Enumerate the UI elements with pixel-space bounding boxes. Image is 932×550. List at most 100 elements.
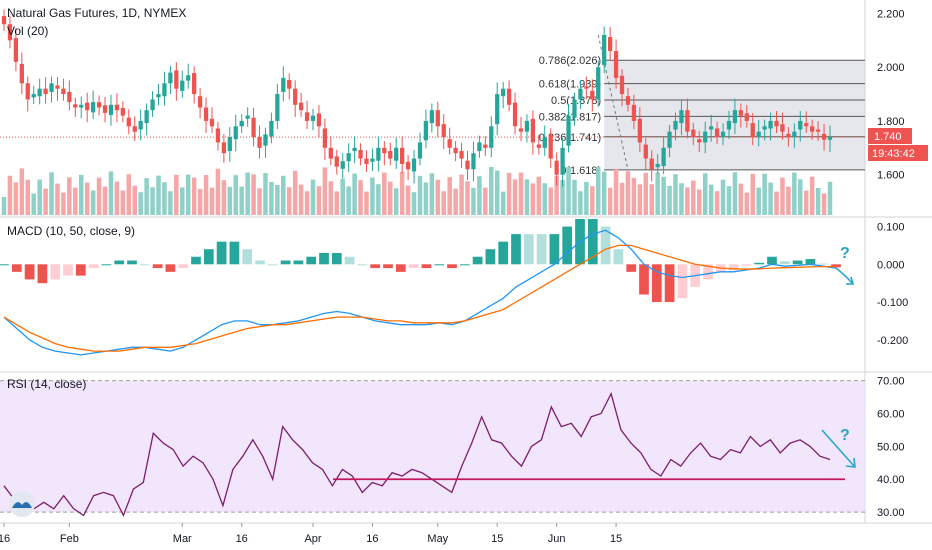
volume-bar — [601, 171, 607, 215]
volume-bar — [185, 174, 191, 215]
macd-histogram-bar — [75, 264, 86, 276]
candle-body — [703, 131, 708, 143]
candle-body — [316, 113, 322, 127]
candle-body — [596, 67, 601, 100]
volume-bar — [750, 173, 756, 215]
candle-body — [619, 75, 625, 95]
candle-body — [804, 123, 809, 127]
rsi-tick-label: 30.00 — [877, 507, 905, 519]
macd-histogram-bar — [370, 264, 381, 269]
candle-body — [197, 96, 203, 108]
macd-histogram-bar — [395, 264, 406, 272]
macd-histogram-bar — [319, 252, 329, 265]
volume-bar — [346, 186, 351, 215]
candle-body — [506, 88, 512, 105]
time-tick-label: Feb — [60, 533, 79, 545]
candle-body — [685, 110, 690, 132]
macd-histogram-bar — [472, 256, 483, 265]
candle-body — [750, 123, 755, 138]
volume-bar — [245, 172, 250, 215]
volume-bar — [84, 182, 90, 215]
macd-histogram-bar — [459, 264, 470, 266]
rsi-tick-label: 50.00 — [877, 441, 905, 453]
candle-body — [132, 126, 137, 132]
volume-bar — [685, 187, 690, 215]
time-axis[interactable]: 16 Feb Mar 16 Apr 16 May 15 Jun 15 — [0, 523, 622, 545]
candle-body — [762, 126, 767, 130]
macd-histogram-bar — [549, 234, 560, 265]
macd-histogram-bar — [50, 264, 61, 280]
candle-body — [590, 90, 595, 100]
candle-body — [203, 107, 209, 121]
candle-body — [637, 118, 642, 143]
candle-body — [572, 99, 577, 118]
volume-bar — [281, 175, 286, 215]
rsi-axis[interactable]: 70.00 60.00 50.00 40.00 30.00 — [877, 376, 905, 520]
volume-bar — [96, 177, 102, 215]
macd-histogram-bar — [255, 260, 265, 265]
candle-body — [37, 88, 42, 97]
volume-bar — [566, 167, 571, 215]
candle-body — [554, 160, 559, 175]
volume-bar — [215, 168, 221, 215]
candle-body — [821, 133, 827, 140]
volume-bar — [364, 191, 369, 215]
macd-histogram-bar — [280, 260, 291, 265]
candle-body — [55, 85, 60, 89]
volume-bar — [524, 179, 530, 215]
candle-body — [1, 16, 7, 25]
volume-bar — [649, 184, 654, 215]
volume-bar — [334, 191, 340, 215]
candle-body — [643, 144, 648, 159]
candle-body — [542, 137, 547, 148]
macd-histogram-bar — [63, 264, 73, 276]
candle-body — [405, 161, 411, 170]
volume-bar — [679, 183, 684, 215]
candle-body — [578, 88, 583, 100]
candle-body — [346, 153, 351, 162]
candle-body — [483, 144, 488, 148]
volume-bar — [489, 167, 494, 215]
price-axis[interactable]: 2.200 2.000 1.800 1.600 — [877, 8, 905, 181]
volume-bar — [13, 182, 19, 215]
volume-bar — [227, 186, 233, 215]
volume-bar — [19, 168, 25, 215]
volume-bar — [90, 190, 96, 215]
volume-bar — [388, 181, 393, 215]
volume-bar — [554, 175, 559, 215]
macd-histogram-bar — [434, 264, 445, 266]
volume-bar — [625, 171, 631, 215]
volume-bar — [49, 172, 54, 215]
volume-bar — [471, 187, 476, 215]
volume-bar — [494, 170, 500, 215]
macd-tick-label: -0.200 — [877, 335, 908, 347]
candle-body — [602, 34, 607, 66]
tradingview-logo-icon[interactable] — [9, 491, 35, 517]
candle-body — [304, 112, 310, 121]
volume-bar — [310, 179, 316, 215]
macd-histogram-bar — [421, 264, 432, 269]
macd-histogram-bar — [626, 264, 637, 272]
macd-histogram-bar — [562, 226, 573, 265]
volume-bar — [708, 184, 714, 215]
rsi-tick-label: 70.00 — [877, 376, 905, 388]
volume-bar — [429, 173, 435, 215]
macd-histogram-bar — [0, 264, 9, 266]
macd-histogram-bar — [818, 263, 829, 265]
volume-bar — [263, 173, 268, 215]
candle-body — [67, 91, 72, 103]
macd-tick-label: 0.000 — [877, 259, 905, 271]
macd-axis[interactable]: 0.100 0.000 -0.100 -0.200 — [877, 222, 908, 347]
volume-bar — [55, 183, 60, 215]
volume-bar — [459, 174, 464, 215]
volume-bar — [393, 188, 399, 215]
volume-bar — [156, 175, 161, 215]
candle-body — [613, 51, 619, 78]
candle-body — [400, 147, 405, 164]
volume-bar — [768, 182, 773, 215]
macd-tick-label: 0.100 — [877, 222, 905, 234]
volume-bar — [417, 175, 423, 215]
candle-body — [471, 153, 476, 170]
